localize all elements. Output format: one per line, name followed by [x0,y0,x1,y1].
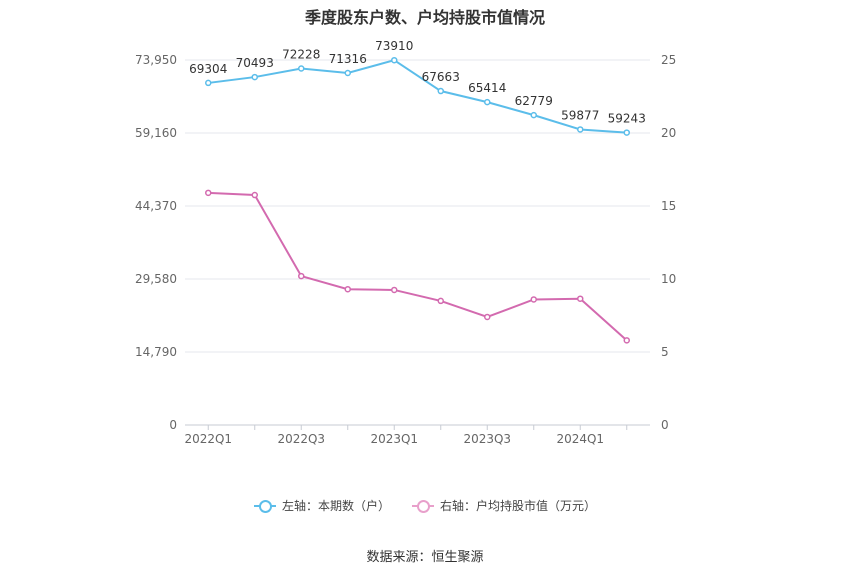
data-point-left [437,87,444,95]
legend-item-left[interactable]: 左轴：本期数（户） [253,497,390,514]
data-point-left [251,73,258,81]
series-line-left [208,59,627,134]
legend-right-label: 右轴：户均持股市值（万元） [440,499,597,513]
left-axis-tick-label: 73,950 [135,53,177,67]
right-axis-tick-label: 0 [661,418,669,432]
data-point-right [437,297,444,305]
data-label: 73910 [375,39,413,53]
data-point-left [484,98,491,106]
data-point-right [251,191,258,199]
left-axis-tick-label: 59,160 [135,126,177,140]
data-point-right [344,285,351,293]
data-point-right [623,337,630,344]
legend-item-right[interactable]: 右轴：户均持股市值（万元） [412,497,596,514]
left-axis-tick-label: 44,370 [135,199,177,213]
left-axis-tick-label: 29,580 [135,272,177,286]
data-label: 72228 [282,47,320,61]
x-axis-tick-label: 2023Q1 [370,432,418,446]
right-axis-tick-label: 25 [661,53,676,67]
right-axis-tick-label: 15 [661,199,676,213]
x-axis-tick-label: 2024Q1 [556,432,604,446]
data-point-left [623,129,630,136]
data-point-left [577,126,584,133]
right-axis-tick-label: 20 [661,126,676,140]
data-point-left [205,79,212,87]
left-axis-tick-label: 14,790 [135,345,177,359]
data-point-right [530,296,537,303]
data-point-left [298,65,305,72]
data-label: 65414 [468,81,506,95]
x-axis-tick-label: 2022Q1 [184,432,232,446]
legend-left-label: 左轴：本期数（户） [281,499,390,513]
data-label: 70493 [236,56,274,70]
data-point-right [205,189,212,197]
x-axis-tick-label: 2022Q3 [277,432,325,446]
data-point-right [577,295,584,302]
left-axis-tick-label: 0 [169,418,177,432]
data-label: 71316 [329,52,367,66]
data-label: 59243 [608,112,646,126]
data-point-right [391,286,398,294]
right-axis-tick-label: 5 [661,345,669,359]
data-label: 59877 [561,108,599,122]
legend: 左轴：本期数（户） 右轴：户均持股市值（万元） [0,497,850,514]
legend-left-marker-icon [253,499,276,513]
data-label: 67663 [422,70,460,84]
source-note: 数据来源：恒生聚源 [366,550,484,565]
data-point-left [530,111,537,119]
data-point-left [344,69,351,77]
legend-right-marker-icon [412,499,434,513]
right-axis-tick-label: 10 [661,272,676,286]
data-label: 69304 [189,62,227,76]
chart-title: 季度股东户数、户均持股市值情况 [304,8,545,27]
data-point-right [298,272,305,280]
x-axis-tick-label: 2023Q3 [463,432,511,446]
data-label: 62779 [515,94,553,108]
data-point-right [484,313,491,321]
series-line-right [208,191,628,342]
data-point-left [391,56,398,64]
